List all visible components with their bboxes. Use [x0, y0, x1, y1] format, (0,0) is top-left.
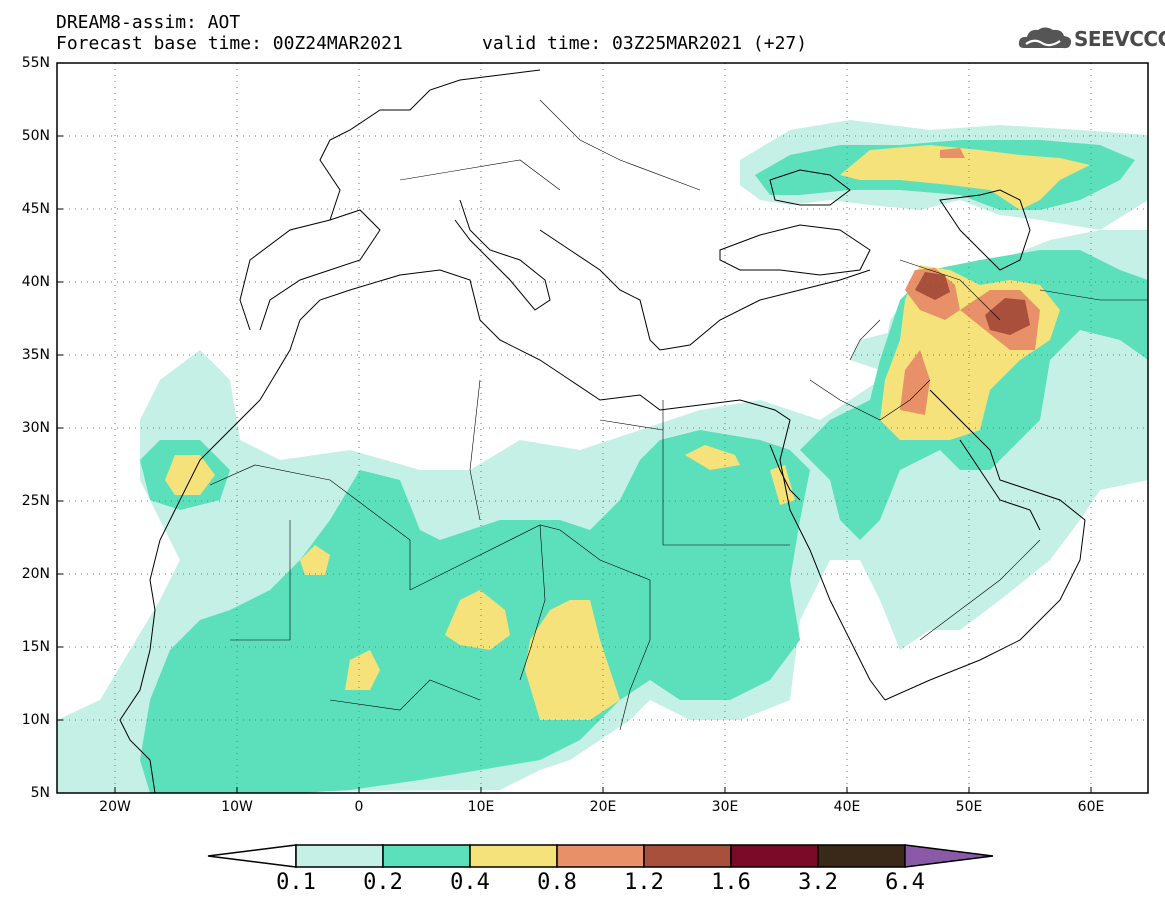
lat-label: 25N [21, 493, 50, 509]
colorbar-label: 1.2 [624, 870, 664, 895]
colorbar-arrow-low [207, 844, 297, 868]
colorbar-label: 1.6 [711, 870, 751, 895]
cloud-icon [1018, 27, 1072, 49]
lon-label: 10W [221, 799, 253, 815]
lon-label: 10E [467, 799, 495, 815]
colorbar-segment [556, 844, 645, 868]
lat-label: 5N [30, 785, 50, 801]
aot-level-1.2 [915, 272, 1030, 335]
colorbar-label: 0.2 [363, 870, 403, 895]
lon-label: 0 [354, 799, 364, 815]
lon-label: 20E [589, 799, 617, 815]
forecast-base-time: Forecast base time: 00Z24MAR2021 valid ti… [56, 33, 807, 54]
lon-label: 20W [99, 799, 131, 815]
map-title: DREAM8-assim: AOT [56, 12, 241, 33]
colorbar-label: 3.2 [798, 870, 838, 895]
valid-time: valid time: 03Z25MAR2021 (+27) [482, 33, 808, 54]
logo-text: SEEVCCC [1074, 27, 1165, 51]
colorbar-segment [295, 844, 384, 868]
country-borders [209, 99, 1148, 731]
coastlines [119, 69, 1086, 793]
lat-label: 40N [21, 274, 50, 290]
lat-label: 30N [21, 420, 50, 436]
seevccc-logo: SEEVCCC [1018, 24, 1165, 54]
colorbar-segment [817, 844, 906, 868]
colorbar-label: 0.8 [537, 870, 577, 895]
lon-label: 50E [955, 799, 983, 815]
lon-label: 40E [833, 799, 861, 815]
colorbar-arrow-high [904, 844, 994, 868]
axis-ticks [57, 62, 1092, 794]
lat-label: 10N [21, 712, 50, 728]
lat-label: 15N [21, 639, 50, 655]
colorbar-label: 0.1 [276, 870, 316, 895]
lon-label: 60E [1077, 799, 1105, 815]
colorbar-segment [730, 844, 819, 868]
lon-label: 30E [711, 799, 739, 815]
lat-label: 35N [21, 347, 50, 363]
colorbar-label: 0.4 [450, 870, 490, 895]
base-time-text: Forecast base time: 00Z24MAR2021 [56, 33, 403, 54]
colorbar-segment [382, 844, 471, 868]
lat-label: 45N [21, 201, 50, 217]
colorbar-segment [643, 844, 732, 868]
colorbar-segment [469, 844, 558, 868]
lat-label: 20N [21, 566, 50, 582]
lat-label: 55N [21, 55, 50, 71]
colorbar-label: 6.4 [885, 870, 925, 895]
lat-label: 50N [21, 128, 50, 144]
aot-fields [57, 120, 1148, 793]
